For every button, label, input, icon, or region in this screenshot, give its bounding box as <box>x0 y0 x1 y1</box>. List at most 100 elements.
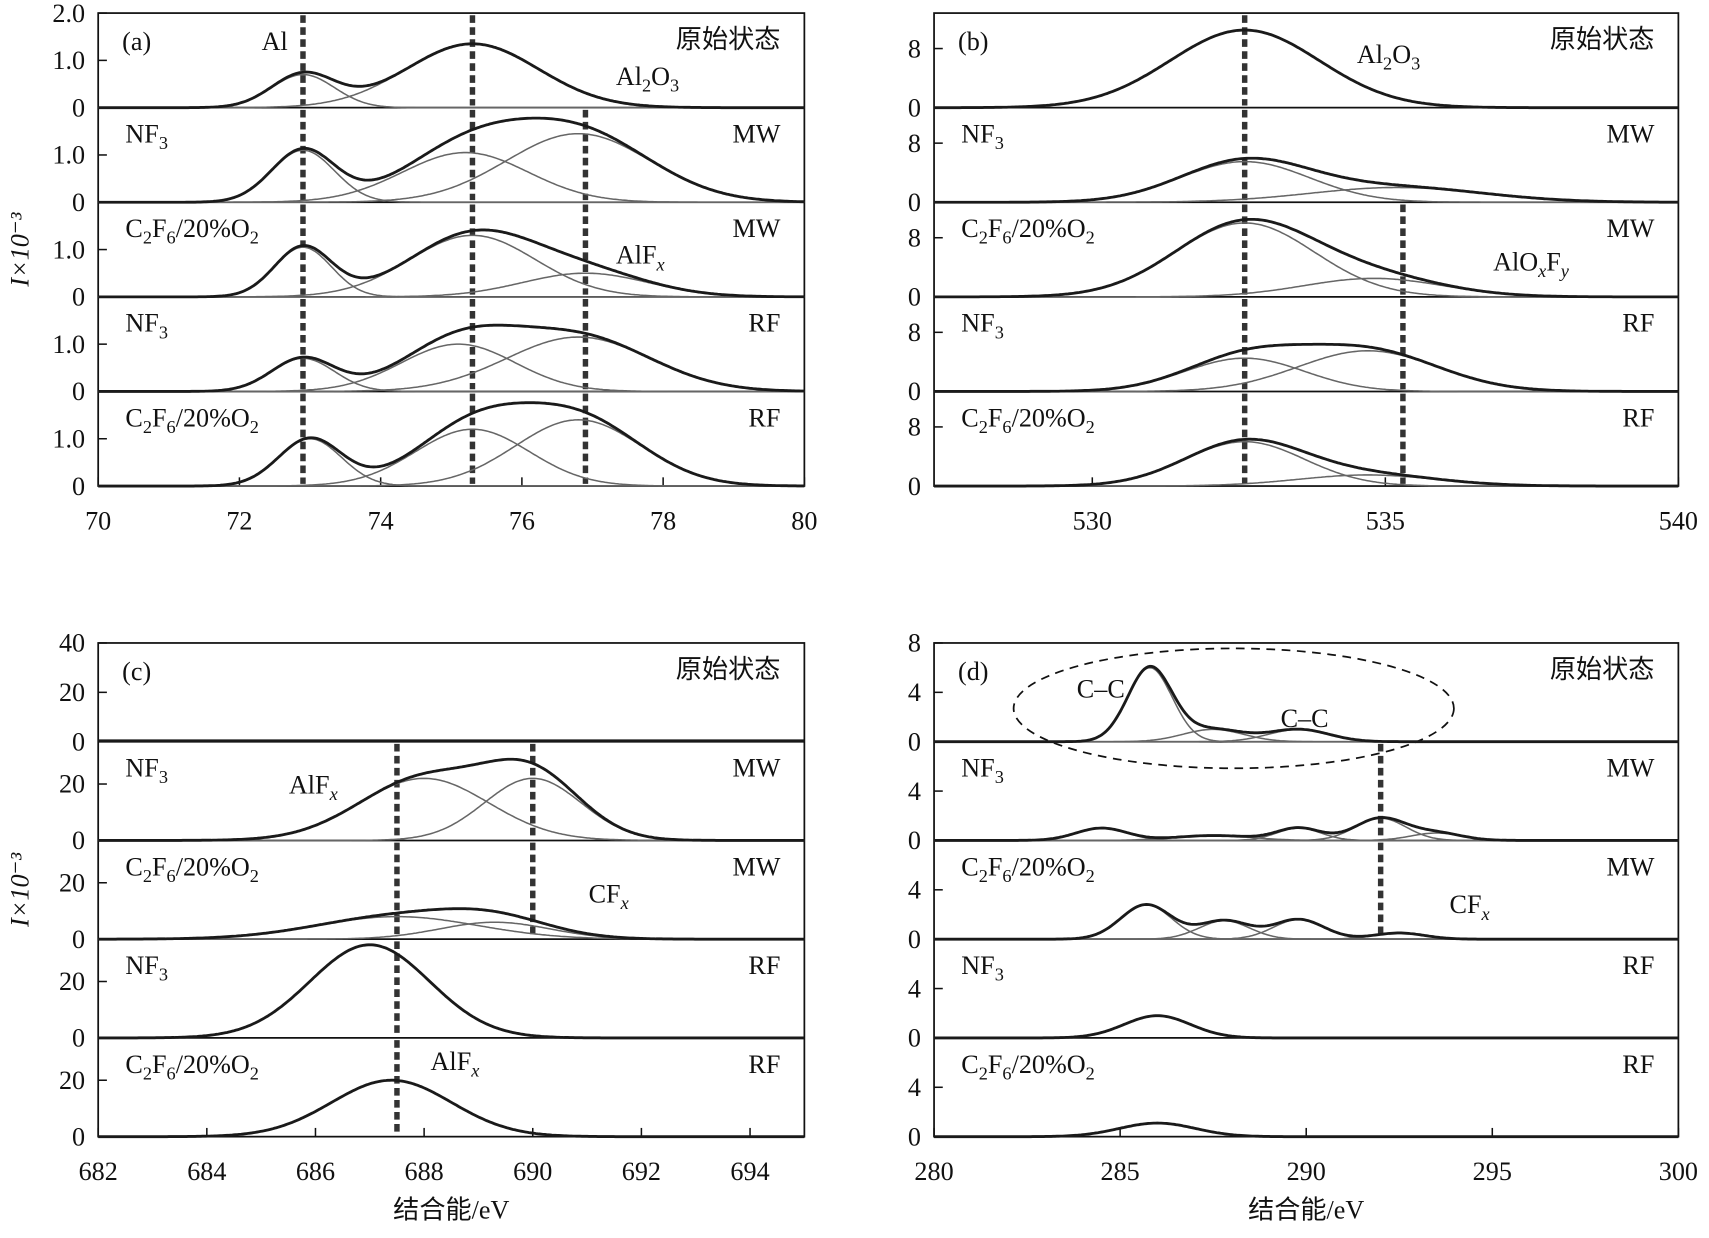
y-tick-label: 0 <box>908 188 921 217</box>
panel-label: (c) <box>122 657 151 686</box>
peak-component <box>934 474 1679 487</box>
y-tick-label: 0 <box>908 826 921 855</box>
condition-label: MW <box>1606 852 1654 881</box>
y-tick-label: 0 <box>908 727 921 756</box>
peak-component <box>98 915 805 940</box>
x-tick-label: 690 <box>513 1157 552 1186</box>
sample-label: NF3 <box>961 754 1004 788</box>
panel-label: (a) <box>122 27 151 56</box>
y-tick-label: 2.0 <box>52 0 85 28</box>
y-tick-label: 0 <box>908 93 921 122</box>
sample-label: C2F6/20%O2 <box>961 403 1095 437</box>
y-tick-label: 0 <box>72 377 85 406</box>
x-tick-label: 290 <box>1287 1157 1326 1186</box>
peak-component <box>934 350 1679 393</box>
y-tick-label: 4 <box>908 876 921 905</box>
annotation: C–C <box>1281 704 1329 733</box>
y-tick-label: 20 <box>59 967 85 996</box>
highlight-ellipse <box>1012 647 1455 770</box>
y-tick-label: 4 <box>908 777 921 806</box>
peak-component <box>98 73 805 109</box>
y-axis-label: I×10⁻³ <box>5 852 34 928</box>
condition-label: 原始状态 <box>1550 655 1655 684</box>
condition-label: 原始状态 <box>676 655 781 684</box>
y-tick-label: 0 <box>908 377 921 406</box>
y-tick-label: 4 <box>908 678 921 707</box>
y-tick-label: 0 <box>908 925 921 954</box>
condition-label: RF <box>1622 1050 1654 1079</box>
sample-label: C2F6/20%O2 <box>125 214 259 248</box>
annotation: Al2O3 <box>616 62 679 96</box>
annotation: AlFx <box>431 1047 480 1081</box>
y-tick-label: 8 <box>908 129 921 158</box>
peak-component <box>98 234 805 298</box>
peak-component <box>934 277 1679 298</box>
annotation: AlOxFy <box>1493 247 1570 281</box>
panel-label: (d) <box>958 657 988 686</box>
sample-label: C2F6/20%O2 <box>125 852 259 886</box>
sample-label: C2F6/20%O2 <box>125 1050 259 1084</box>
envelope <box>934 816 1679 842</box>
envelope <box>98 323 805 393</box>
sample-label: NF3 <box>961 951 1004 985</box>
peak-component <box>98 343 805 393</box>
sample-label: NF3 <box>125 951 168 985</box>
envelope <box>98 757 805 842</box>
envelope <box>934 156 1679 204</box>
sample-label: C2F6/20%O2 <box>961 1050 1095 1084</box>
condition-label: MW <box>1606 120 1654 149</box>
peak-curve <box>934 1121 1679 1139</box>
x-tick-label: 76 <box>509 507 535 536</box>
peak-component <box>934 440 1679 487</box>
condition-label: RF <box>748 1050 780 1079</box>
peak-component <box>934 903 1679 940</box>
y-tick-label: 1.0 <box>52 235 85 264</box>
y-tick-label: 20 <box>59 868 85 897</box>
sample-label: C2F6/20%O2 <box>125 403 259 437</box>
y-tick-label: 40 <box>59 629 85 658</box>
x-tick-label: 72 <box>226 507 252 536</box>
y-tick-label: 0 <box>908 283 921 312</box>
y-tick-label: 8 <box>908 413 921 442</box>
y-tick-label: 0 <box>72 826 85 855</box>
condition-label: RF <box>1622 309 1654 338</box>
condition-label: 原始状态 <box>676 25 781 54</box>
y-tick-label: 20 <box>59 678 85 707</box>
y-tick-label: 0 <box>72 727 85 756</box>
panel-frame <box>97 642 806 1138</box>
envelope <box>98 42 805 110</box>
envelope <box>934 902 1679 941</box>
x-tick-label: 684 <box>187 1157 226 1186</box>
y-tick-label: 0 <box>72 93 85 122</box>
annotation: Al2O3 <box>1357 40 1420 74</box>
peak-component <box>98 149 805 204</box>
peak-component <box>934 919 1679 940</box>
condition-label: RF <box>1622 403 1654 432</box>
annotation: C–C <box>1077 674 1125 703</box>
sample-label: NF3 <box>125 309 168 343</box>
x-tick-label: 535 <box>1366 507 1405 536</box>
envelope <box>934 342 1679 393</box>
x-tick-label: 74 <box>368 507 394 536</box>
sample-label: NF3 <box>125 754 168 788</box>
y-tick-label: 0 <box>908 1024 921 1053</box>
envelope <box>934 437 1679 488</box>
condition-label: MW <box>1606 754 1654 783</box>
y-tick-label: 20 <box>59 1066 85 1095</box>
y-tick-label: 0 <box>72 1122 85 1151</box>
x-tick-label: 78 <box>650 507 676 536</box>
peak-curve <box>98 943 805 1040</box>
annotation: AlFx <box>289 770 338 804</box>
x-tick-label: 688 <box>405 1157 444 1186</box>
peak-component <box>98 132 805 204</box>
panel-label: (b) <box>958 27 988 56</box>
condition-label: RF <box>748 951 780 980</box>
x-tick-label: 682 <box>79 1157 118 1186</box>
x-tick-label: 285 <box>1101 1157 1140 1186</box>
x-tick-label: 686 <box>296 1157 335 1186</box>
y-tick-label: 1.0 <box>52 330 85 359</box>
x-axis-label: 结合能/eV <box>1248 1195 1364 1224</box>
x-tick-label: 80 <box>791 507 817 536</box>
